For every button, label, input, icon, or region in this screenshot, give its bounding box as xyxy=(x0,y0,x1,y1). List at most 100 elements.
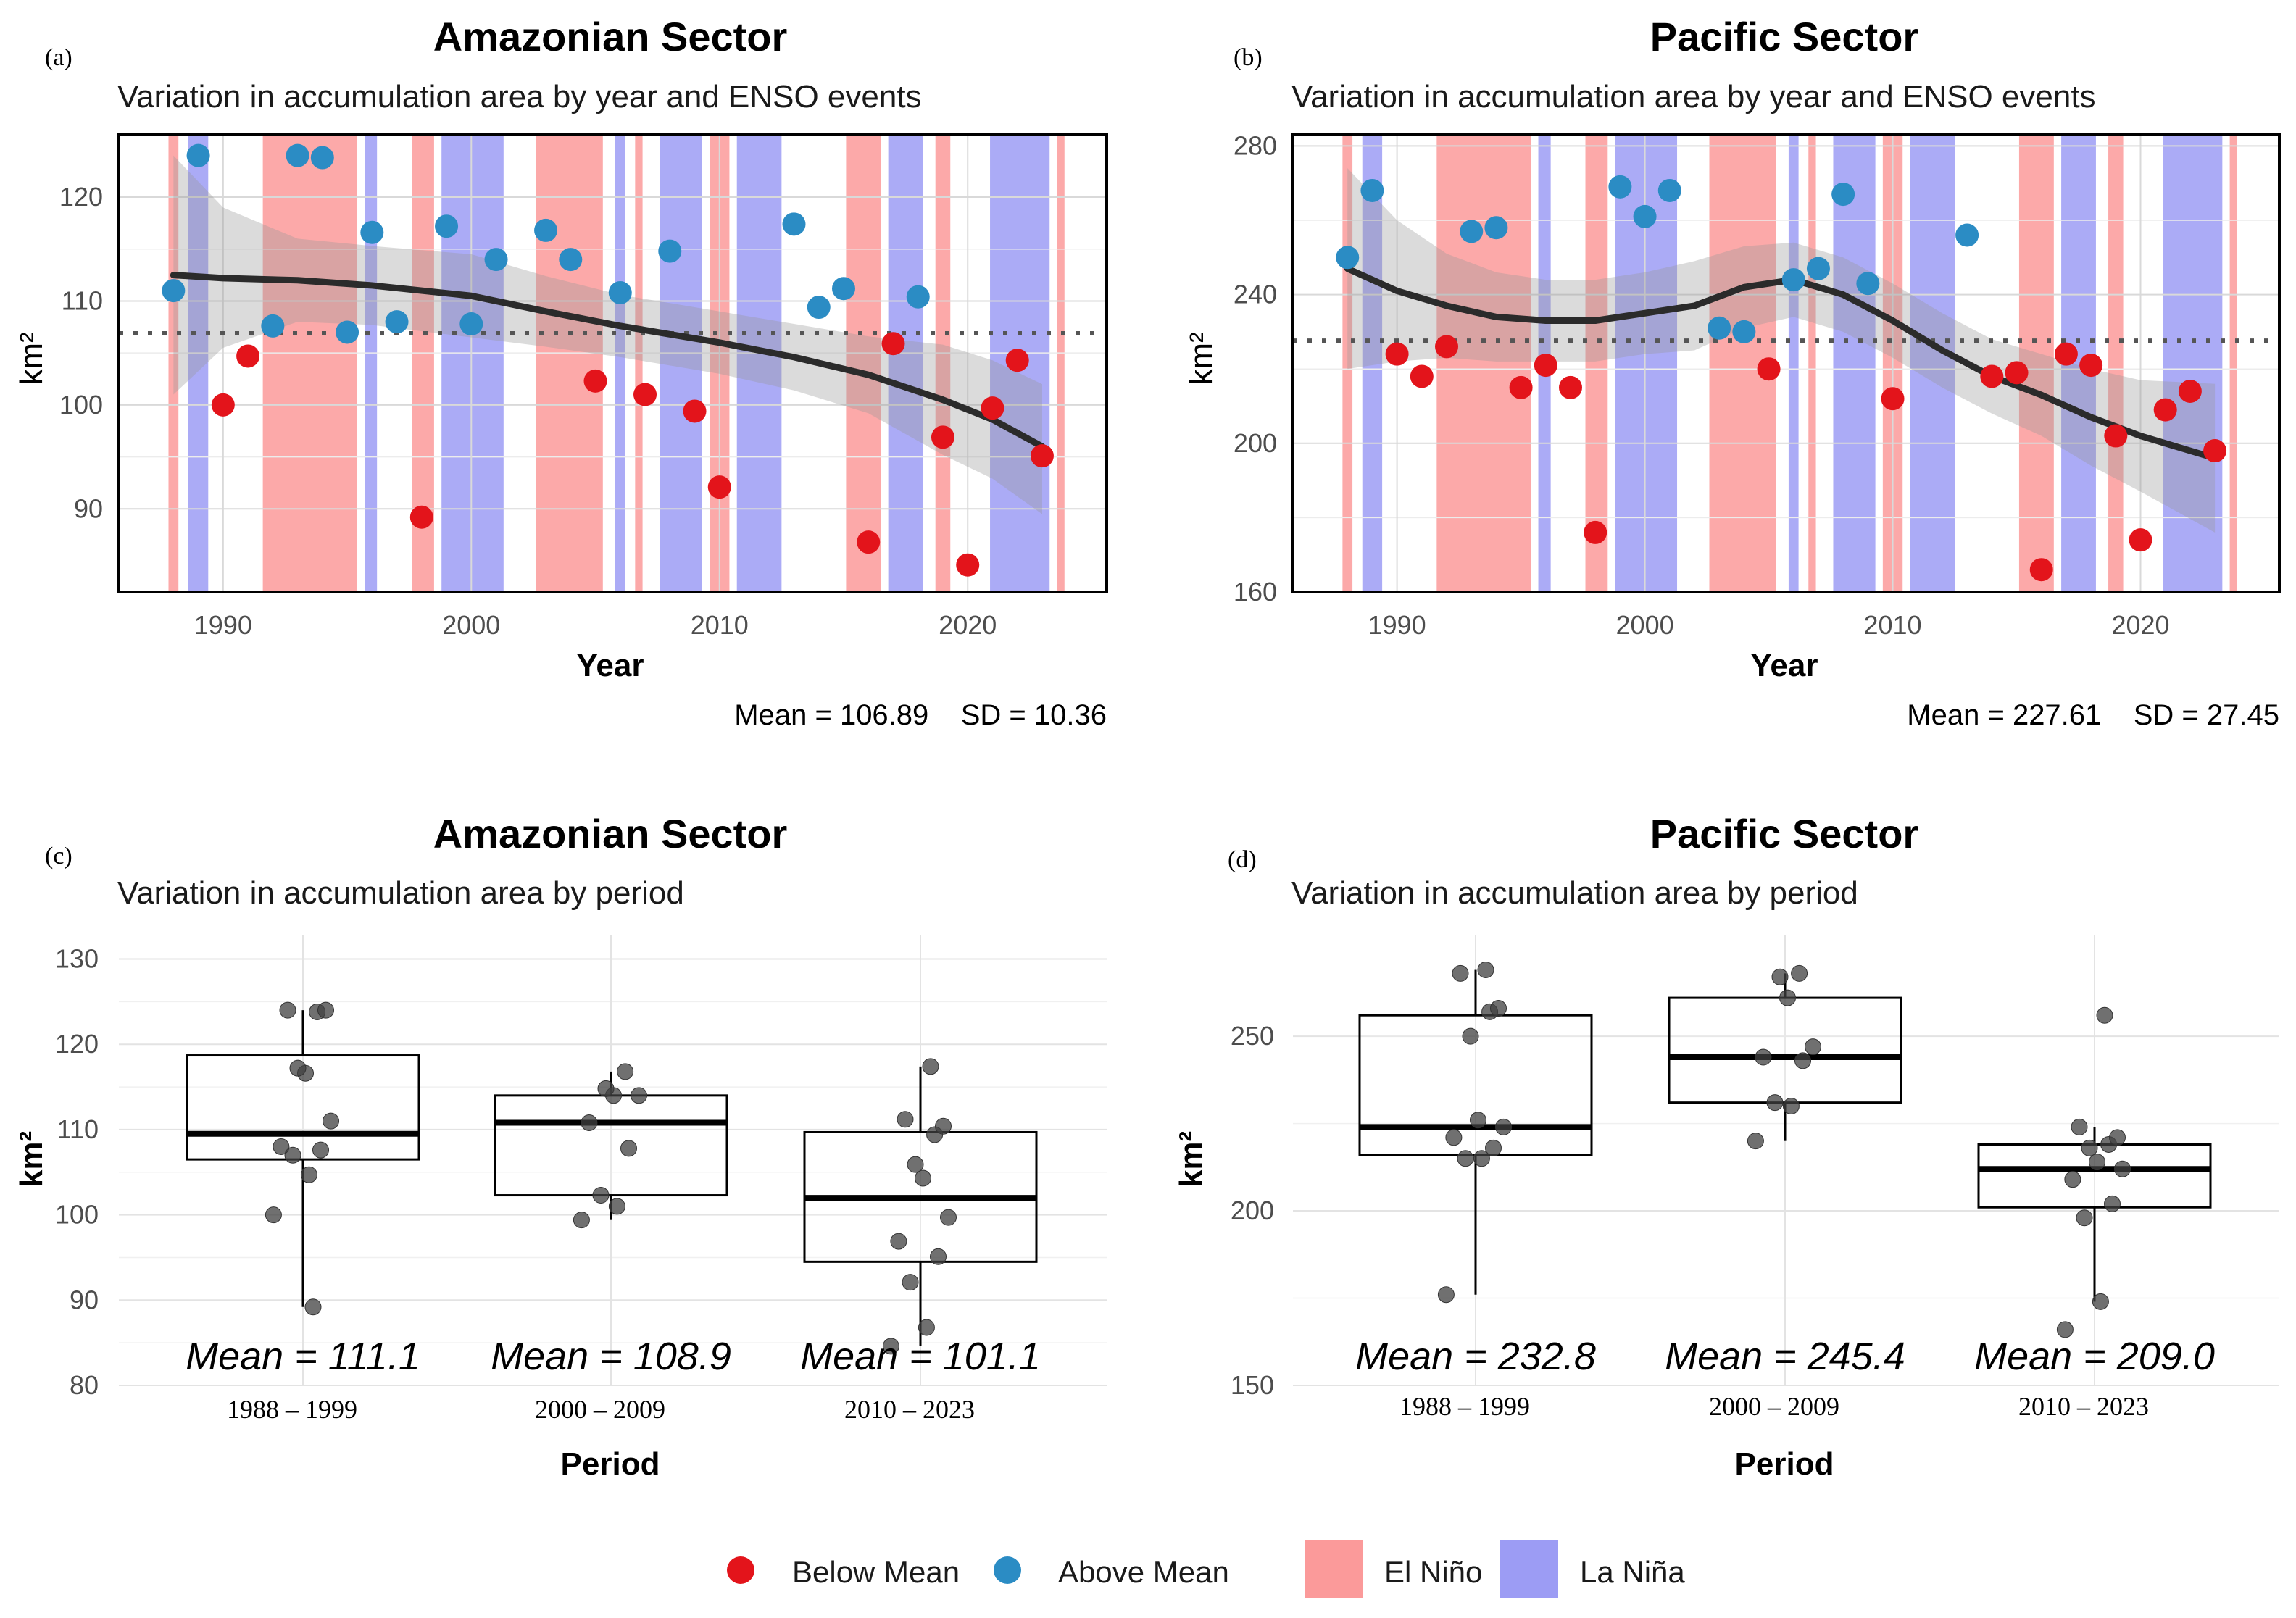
jitter-point xyxy=(1794,1052,1811,1069)
la-nina-band xyxy=(1362,135,1383,592)
period-labels: 1988 – 1999 2000 – 2009 2010 – 2023 xyxy=(1399,1392,2149,1421)
x-tick-label: 2020 xyxy=(2111,610,2169,640)
point-above-mean xyxy=(1608,175,1632,199)
chart-title: Amazonian Sector xyxy=(433,811,788,856)
el-nino-band xyxy=(2018,135,2054,592)
x-axis-label: Year xyxy=(577,648,644,683)
point-below-mean xyxy=(236,344,260,368)
el-nino-band xyxy=(1436,135,1531,592)
x-axis-ticks: 1990 2000 2010 2020 xyxy=(194,610,997,640)
confidence-band xyxy=(173,155,1042,514)
ci-band-area xyxy=(1347,168,2216,533)
point-above-mean xyxy=(1657,178,1681,202)
jitter-point xyxy=(304,1298,322,1316)
jitter-points xyxy=(265,1001,957,1355)
plot-frame xyxy=(1292,133,2281,593)
trend-line xyxy=(1344,265,2218,462)
jitter-points xyxy=(1437,962,2131,1338)
point-above-mean xyxy=(261,314,285,338)
iqr-box xyxy=(494,1094,728,1197)
jitter-point xyxy=(608,1198,625,1215)
x-tick-label: 2000 xyxy=(1616,610,1674,640)
period-tick-label: 2000 – 2009 xyxy=(1709,1392,1839,1421)
x-axis-ticks: 1990 2000 2010 2020 xyxy=(1368,610,2170,640)
point-below-mean xyxy=(931,425,954,449)
jitter-point xyxy=(922,1058,939,1075)
jitter-point xyxy=(2081,1139,2098,1156)
mean-label: Mean = 108.9 xyxy=(491,1335,731,1378)
jitter-point xyxy=(907,1156,924,1173)
jitter-point xyxy=(1779,989,1796,1006)
y-tick-label: 240 xyxy=(1234,280,1277,309)
la-nina-band xyxy=(1833,135,1876,592)
plot-border xyxy=(117,133,1108,593)
la-nina-band xyxy=(1910,135,1955,592)
y-tick-label: 90 xyxy=(74,493,103,523)
y-tick-label: 250 xyxy=(1231,1021,1274,1051)
point-below-mean xyxy=(1005,349,1029,372)
period-tick-label: 2010 – 2023 xyxy=(844,1395,975,1424)
point-below-mean xyxy=(2203,439,2227,463)
mean-label: Mean = 101.1 xyxy=(800,1335,1041,1378)
la-nina-band xyxy=(1615,135,1678,592)
panel-b-pacific-scatter: (b) Pacific Sector Variation in accumula… xyxy=(1184,14,2281,731)
point-below-mean xyxy=(2153,398,2177,422)
x-tick-label: 2000 xyxy=(442,610,500,640)
point-above-mean xyxy=(1732,320,1756,343)
point-below-mean xyxy=(857,530,881,554)
point-below-mean xyxy=(707,475,731,499)
point-below-mean xyxy=(1881,387,1905,411)
point-below-mean xyxy=(1558,375,1582,399)
jitter-point xyxy=(2092,1293,2109,1310)
point-below-mean xyxy=(1435,335,1459,359)
y-tick-label: 110 xyxy=(57,1114,99,1144)
jitter-point xyxy=(1477,962,1494,979)
period-tick-label: 1988 – 1999 xyxy=(1399,1392,1530,1421)
ci-band-area xyxy=(173,155,1042,514)
point-below-mean xyxy=(2129,528,2152,552)
la-nina-band xyxy=(615,135,625,592)
chart-title: Pacific Sector xyxy=(1650,14,1918,59)
panel-label: (c) xyxy=(45,843,72,870)
point-above-mean xyxy=(807,296,831,320)
x-tick-label: 2010 xyxy=(1863,610,1921,640)
y-tick-label: 90 xyxy=(70,1285,99,1314)
period-labels: 1988 – 1999 2000 – 2009 2010 – 2023 xyxy=(227,1395,975,1424)
y-tick-label: 280 xyxy=(1234,130,1277,160)
chart-subtitle: Variation in accumulation area by period xyxy=(1292,875,1858,911)
chart-subtitle: Variation in accumulation area by period xyxy=(117,875,684,911)
y-tick-label: 100 xyxy=(55,1200,99,1230)
gridlines xyxy=(119,135,1107,592)
jitter-point xyxy=(1755,1048,1772,1066)
point-above-mean xyxy=(162,279,186,303)
point-above-mean xyxy=(1831,183,1855,207)
y-tick-label: 120 xyxy=(55,1029,99,1059)
point-below-mean xyxy=(2104,424,2128,448)
plot-border xyxy=(1292,133,2281,593)
jitter-point xyxy=(882,1338,899,1355)
jitter-point xyxy=(1490,1000,1507,1017)
point-below-mean xyxy=(583,369,607,393)
panel-d-pacific-boxplot: (d) Pacific Sector Variation in accumula… xyxy=(1173,811,2279,1482)
panel-label: (a) xyxy=(45,44,72,71)
jitter-point xyxy=(897,1111,914,1128)
y-tick-label: 100 xyxy=(59,390,103,420)
jitter-point xyxy=(1766,1094,1784,1112)
jitter-point xyxy=(273,1138,290,1155)
el-nino-band xyxy=(262,135,357,592)
y-tick-label: 130 xyxy=(55,944,99,974)
confidence-band xyxy=(1347,168,2216,533)
x-tick-label: 2010 xyxy=(691,610,749,640)
point-above-mean xyxy=(1336,246,1360,270)
trend-line xyxy=(170,272,1046,450)
y-tick-label: 150 xyxy=(1231,1370,1274,1400)
point-above-mean xyxy=(559,248,583,272)
mean-labels: Mean = 232.8 Mean = 245.4 Mean = 209.0 xyxy=(1355,1335,2215,1378)
mean-label: Mean = 209.0 xyxy=(1974,1335,2215,1378)
point-above-mean xyxy=(310,146,334,170)
enso-bands xyxy=(1342,135,2237,592)
x-axis-label: Period xyxy=(1735,1446,1834,1482)
x-tick-label: 1990 xyxy=(1368,610,1426,640)
y-tick-label: 110 xyxy=(62,285,103,315)
gridlines xyxy=(119,935,1107,1386)
